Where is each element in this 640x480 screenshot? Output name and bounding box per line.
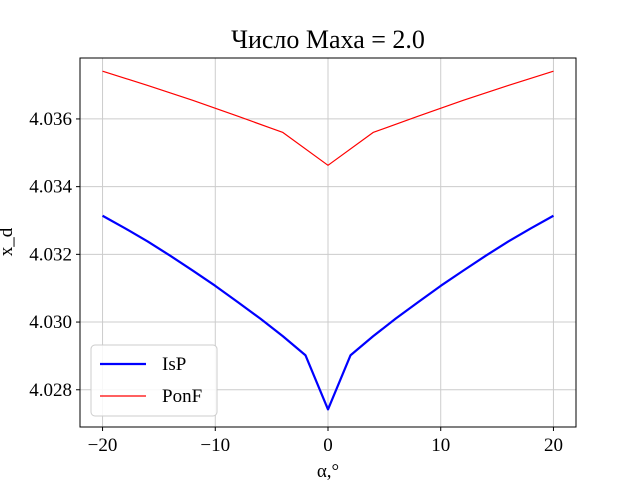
x-tick-label: 0 (323, 435, 333, 456)
y-tick-label: 4.030 (29, 312, 72, 333)
y-axis-label: x_d (0, 227, 17, 256)
x-tick-label: −10 (200, 435, 230, 456)
x-axis-label: α,° (317, 461, 339, 480)
legend-label-ponf: PonF (162, 386, 202, 407)
series-line-ponf (102, 70, 554, 166)
ticks: −20 −10 0 10 20 4.028 4.030 4.032 4.034 4.036 (29, 109, 563, 456)
y-tick-label: 4.036 (29, 109, 72, 130)
x-tick-label: 10 (431, 435, 450, 456)
series-line-isp (102, 214, 554, 411)
y-tick-label: 4.028 (29, 380, 72, 401)
chart-title: Число Маха = 2.0 (231, 25, 425, 54)
legend-box (90, 344, 218, 417)
y-tick-label: 4.032 (29, 244, 72, 265)
series-layer (102, 70, 554, 411)
legend: IsP PonF (90, 344, 218, 417)
grid (80, 58, 576, 427)
x-tick-label: 20 (544, 435, 563, 456)
x-tick-label: −20 (88, 435, 118, 456)
legend-label-isp: IsP (162, 354, 186, 375)
y-tick-label: 4.034 (29, 177, 72, 198)
